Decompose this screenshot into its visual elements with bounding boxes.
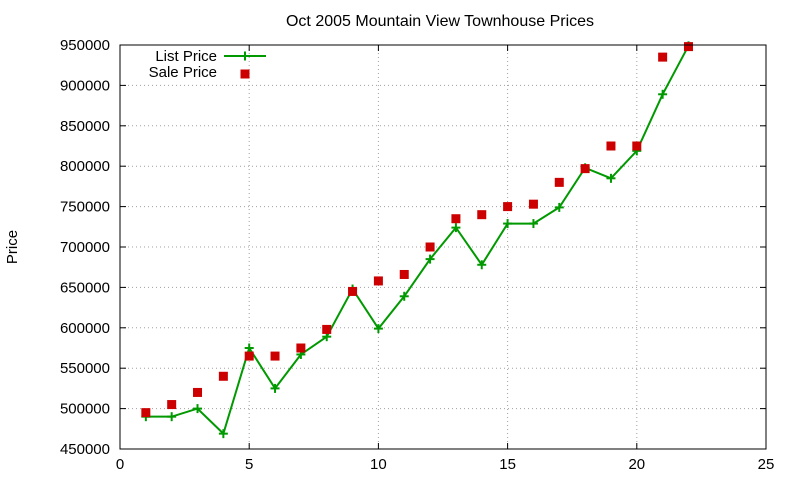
x-tick-label: 20	[628, 456, 645, 473]
x-tick-label: 15	[499, 456, 516, 473]
list-price-point	[270, 383, 280, 393]
list-price-point	[193, 404, 203, 414]
y-tick-label: 950000	[60, 37, 110, 54]
plot-frame	[119, 44, 767, 450]
list-price-point	[477, 260, 487, 270]
y-tick-label: 750000	[60, 199, 110, 216]
sale-price-point	[193, 387, 203, 397]
y-tick-label: 700000	[60, 239, 110, 256]
sale-price-point	[658, 52, 668, 62]
list-price-point	[503, 219, 513, 229]
sale-price-point	[632, 141, 642, 151]
axis-ticks: 0 5 10 15 20 25 450000 500000 550000 600000 650000…	[60, 37, 774, 473]
legend-label: List Price	[155, 48, 217, 65]
list-price-point	[373, 324, 383, 334]
list-price-point	[451, 223, 461, 233]
sale-price-point	[141, 408, 151, 418]
sale-price-point	[606, 141, 616, 151]
y-tick-label: 500000	[60, 401, 110, 418]
list-price-point	[167, 412, 177, 422]
legend-plus-marker	[240, 51, 250, 61]
sale-price-point	[218, 371, 228, 381]
y-tick-label: 550000	[60, 360, 110, 377]
list-price-point	[528, 219, 538, 229]
sale-price-point	[580, 164, 590, 174]
sale-price-point	[244, 351, 254, 361]
sale-price-point	[399, 269, 409, 279]
x-tick-label: 25	[758, 456, 775, 473]
sale-price-point	[373, 276, 383, 286]
plot-series	[141, 41, 693, 439]
sale-price-point	[683, 42, 693, 52]
list-price-point	[554, 202, 564, 212]
legend-square-marker	[240, 69, 250, 79]
sale-price-point	[528, 199, 538, 209]
sale-price-point	[425, 242, 435, 252]
y-tick-label: 450000	[60, 441, 110, 458]
legend-label: Sale Price	[149, 64, 217, 81]
list-price-point	[606, 173, 616, 183]
sale-price-point	[554, 177, 564, 187]
y-tick-label: 600000	[60, 320, 110, 337]
list-price-point	[218, 429, 228, 439]
sale-price-point	[348, 286, 358, 296]
list-price-point	[244, 343, 254, 353]
y-tick-label: 850000	[60, 118, 110, 135]
chart-title: Oct 2005 Mountain View Townhouse Prices	[286, 13, 594, 30]
y-tick-label: 900000	[60, 77, 110, 94]
sale-price-point	[296, 343, 306, 353]
sale-price-point	[270, 351, 280, 361]
grid-lines	[120, 45, 766, 449]
sale-price-point	[477, 210, 487, 220]
y-axis-label: Price	[4, 230, 21, 264]
list-price-point	[399, 291, 409, 301]
y-tick-label: 800000	[60, 158, 110, 175]
sale-price-point	[503, 202, 513, 212]
list-price-point	[425, 254, 435, 264]
sale-price-point	[451, 214, 461, 224]
x-tick-label: 5	[245, 456, 253, 473]
x-tick-label: 10	[370, 456, 387, 473]
sale-price-point	[167, 400, 177, 410]
y-tick-label: 650000	[60, 279, 110, 296]
list-price-point	[658, 89, 668, 99]
sale-price-point	[322, 324, 332, 334]
x-tick-label: 0	[116, 456, 124, 473]
list-price-line	[145, 45, 690, 436]
